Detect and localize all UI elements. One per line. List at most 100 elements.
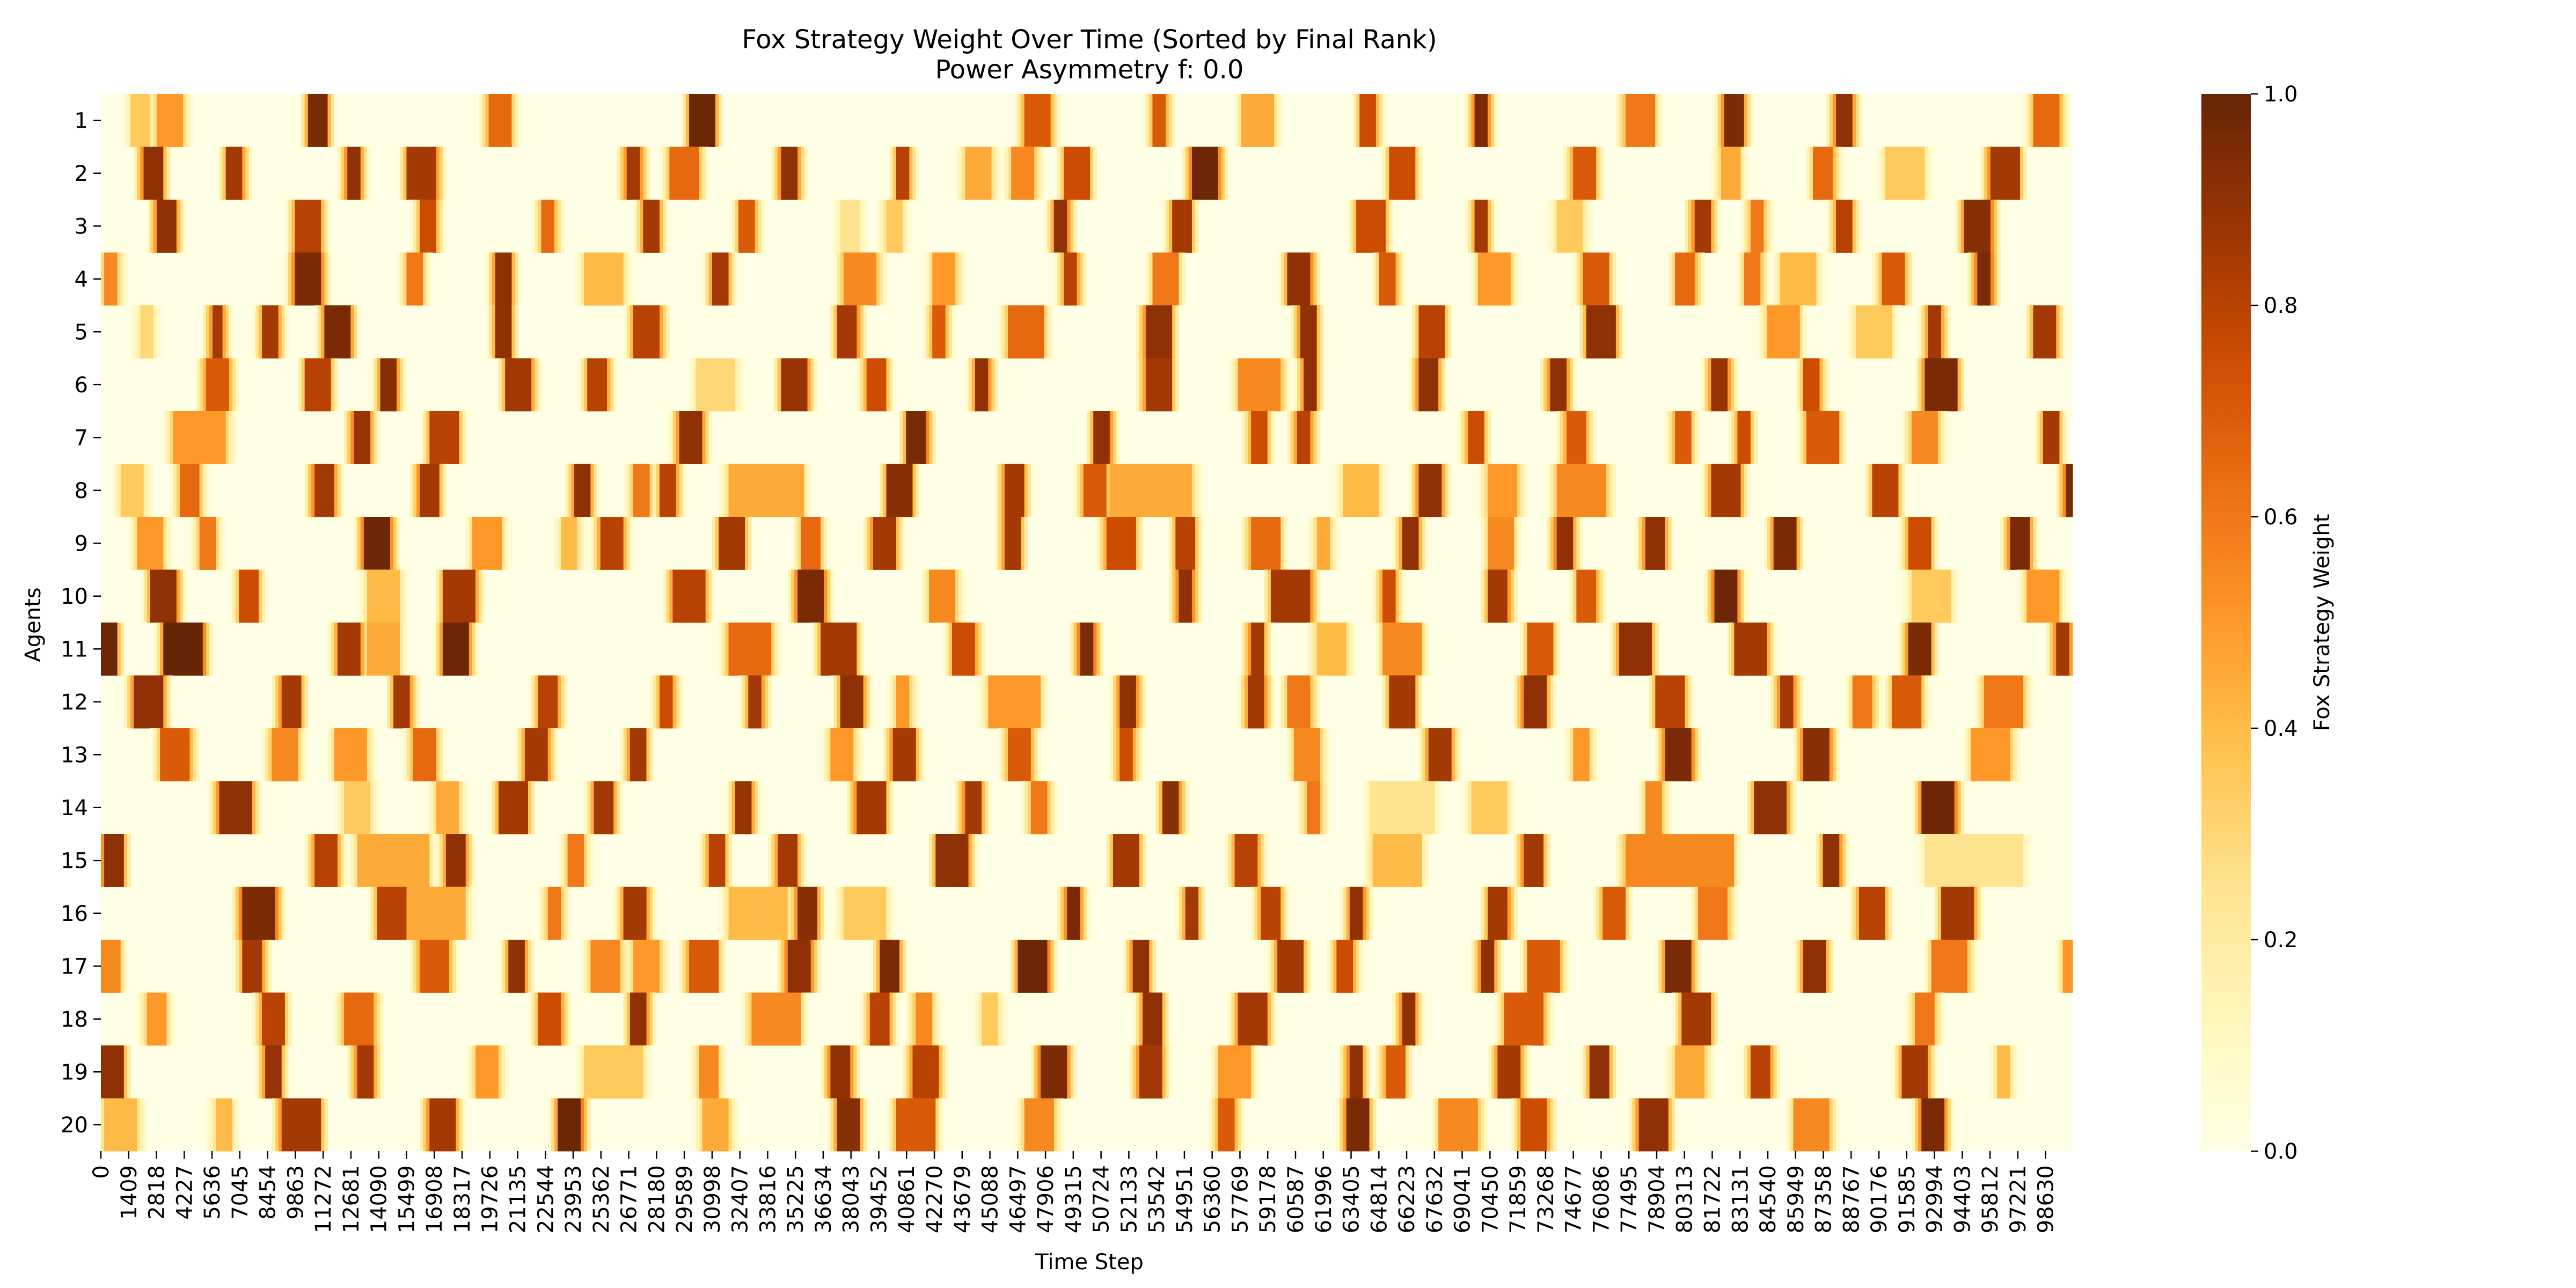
heatmap-cell xyxy=(1937,411,1942,464)
heatmap-cell xyxy=(1155,305,1160,358)
heatmap-cell xyxy=(1934,411,1938,464)
heatmap-cell xyxy=(1231,992,1235,1046)
heatmap-cell xyxy=(413,940,417,993)
heatmap-cell xyxy=(1865,305,1869,358)
heatmap-cell xyxy=(1188,200,1192,253)
heatmap-cell xyxy=(824,569,828,623)
heatmap-cell xyxy=(1787,675,1790,729)
heatmap-cell xyxy=(502,94,506,147)
heatmap-cell xyxy=(594,252,598,306)
heatmap-cell xyxy=(1431,781,1436,835)
heatmap-cell xyxy=(1885,305,1889,358)
heatmap-cell xyxy=(1652,517,1656,570)
heatmap-cell xyxy=(275,1098,279,1152)
x-tick-label: 57769 xyxy=(1228,1165,1253,1233)
heatmap-cell xyxy=(1214,1045,1219,1099)
heatmap-cell xyxy=(416,728,420,781)
heatmap-cell xyxy=(350,305,355,358)
heatmap-cell xyxy=(554,1098,558,1152)
heatmap-cell xyxy=(1064,1045,1067,1099)
heatmap-cell xyxy=(916,992,920,1046)
heatmap-cell xyxy=(1149,992,1153,1046)
heatmap-cell xyxy=(646,940,650,993)
heatmap-cell xyxy=(1977,675,1981,729)
heatmap-cell xyxy=(1356,940,1360,993)
heatmap-cell xyxy=(1547,517,1550,570)
heatmap-cell xyxy=(272,887,276,940)
heatmap-cell xyxy=(1697,940,1702,993)
heatmap-cell xyxy=(245,781,250,835)
heatmap-cell xyxy=(1717,358,1722,412)
heatmap-cell xyxy=(1267,358,1271,412)
heatmap-cell xyxy=(886,675,890,729)
heatmap-cell xyxy=(1524,675,1528,729)
heatmap-cell xyxy=(1708,834,1712,887)
heatmap-cell xyxy=(1776,305,1781,358)
heatmap-cell xyxy=(853,305,857,358)
heatmap-cell xyxy=(1658,1098,1663,1152)
heatmap-cell xyxy=(1527,1045,1531,1099)
y-tick-label: 16 xyxy=(61,902,88,926)
x-tick-label: 50724 xyxy=(1089,1165,1114,1233)
heatmap-cell xyxy=(1191,569,1196,623)
heatmap-cell xyxy=(111,1098,115,1152)
y-tick-label: 18 xyxy=(61,1007,88,1032)
heatmap-cell xyxy=(1806,940,1810,993)
heatmap-cell xyxy=(738,517,742,570)
heatmap-cell xyxy=(485,305,489,358)
heatmap-cell xyxy=(1668,940,1672,993)
heatmap-cell xyxy=(1501,887,1505,940)
heatmap-cell xyxy=(1586,411,1590,464)
heatmap-cell xyxy=(751,887,756,940)
heatmap-cell xyxy=(2062,623,2067,676)
heatmap-cell xyxy=(1274,94,1278,147)
heatmap-cell xyxy=(564,887,568,940)
heatmap-cell xyxy=(1514,1098,1518,1152)
heatmap-cell xyxy=(1530,992,1534,1046)
heatmap-cell xyxy=(636,305,640,358)
heatmap-cell xyxy=(278,992,282,1046)
heatmap-cell xyxy=(1567,940,1570,993)
heatmap-cell xyxy=(1691,1045,1695,1099)
heatmap-cell xyxy=(1931,940,1935,993)
heatmap-cell xyxy=(1944,358,1948,412)
heatmap-cell xyxy=(452,781,456,835)
heatmap-cell xyxy=(1228,1045,1232,1099)
heatmap-cell xyxy=(804,517,808,570)
heatmap-cell xyxy=(830,1098,835,1152)
heatmap-cell xyxy=(1724,834,1728,887)
heatmap-cell xyxy=(1655,1098,1659,1152)
heatmap-cell xyxy=(544,992,548,1046)
heatmap-cell xyxy=(436,781,440,835)
heatmap-cell xyxy=(646,200,650,253)
y-tick-label: 3 xyxy=(75,214,88,239)
heatmap-cell xyxy=(341,781,345,835)
heatmap-cell xyxy=(1994,147,1997,200)
heatmap-cell xyxy=(909,728,913,781)
heatmap-cell xyxy=(360,834,364,887)
heatmap-cell xyxy=(400,569,404,623)
heatmap-cell xyxy=(281,305,286,358)
heatmap-cell xyxy=(903,1098,906,1152)
heatmap-cell xyxy=(232,358,236,412)
heatmap-cell xyxy=(1731,623,1735,676)
heatmap-cell xyxy=(1248,623,1252,676)
heatmap-cell xyxy=(784,992,788,1046)
heatmap-cell xyxy=(166,728,171,781)
heatmap-cell xyxy=(498,781,502,835)
heatmap-cell xyxy=(1287,358,1291,412)
heatmap-cell xyxy=(1547,464,1550,517)
heatmap-cell xyxy=(1697,887,1702,940)
heatmap-cell xyxy=(1688,200,1692,253)
heatmap-cell xyxy=(380,623,384,676)
heatmap-cell xyxy=(869,887,874,940)
heatmap-cell xyxy=(117,1098,121,1152)
heatmap-cell xyxy=(1691,200,1695,253)
heatmap-cell xyxy=(1908,252,1912,306)
heatmap-cell xyxy=(140,1098,144,1152)
heatmap-cell xyxy=(1823,411,1827,464)
heatmap-cell xyxy=(1855,887,1860,940)
heatmap-cell xyxy=(1077,464,1081,517)
heatmap-cell xyxy=(1915,675,1919,729)
